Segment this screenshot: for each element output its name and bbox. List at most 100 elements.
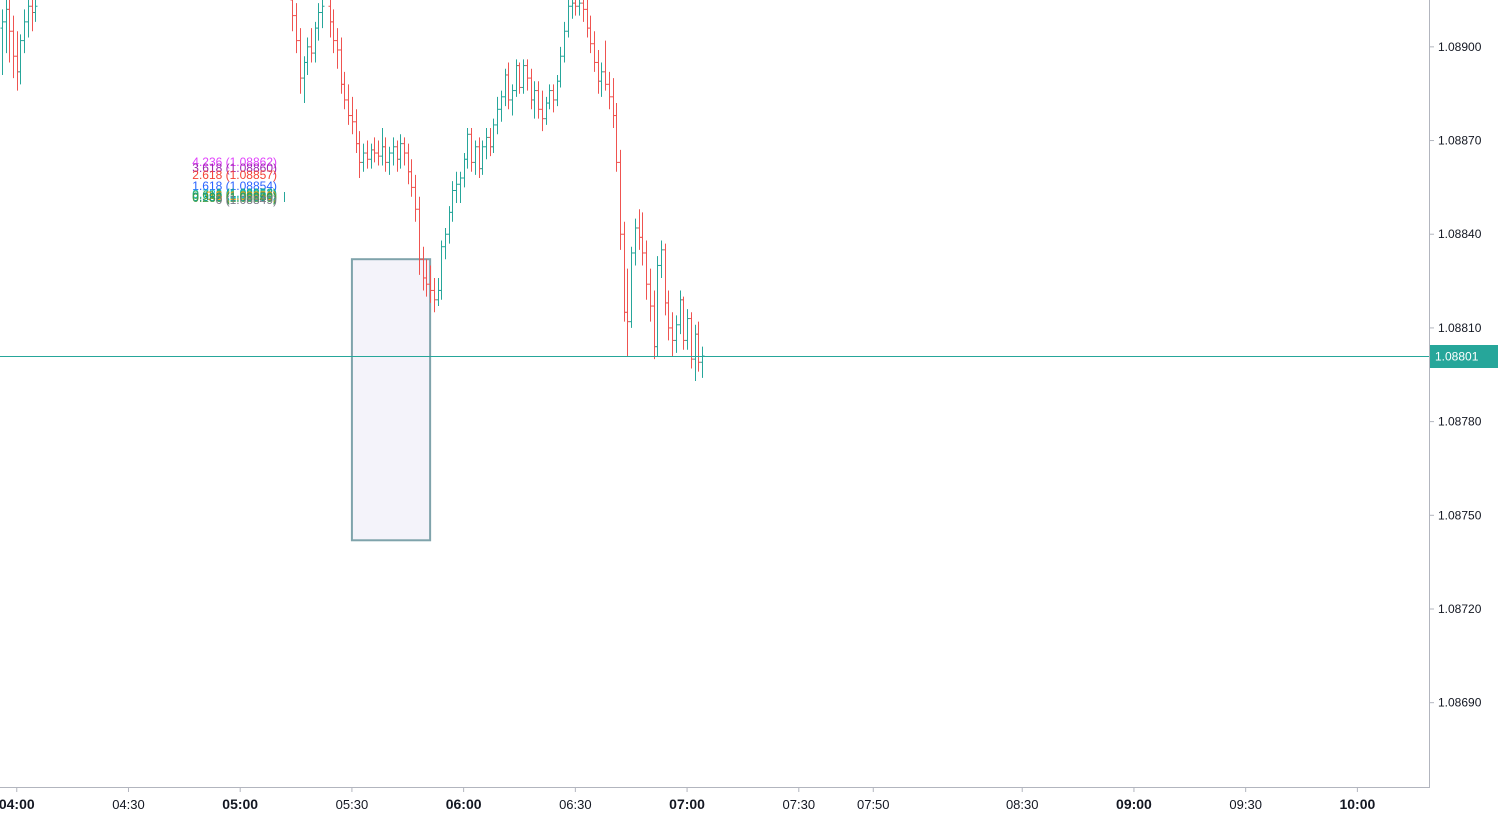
x-tick-label: 05:00 (222, 796, 258, 812)
ohlc-bar (618, 149, 623, 250)
y-tick-label: 1.08720 (1438, 602, 1482, 616)
ohlc-bar (696, 321, 701, 372)
ohlc-bar (644, 240, 649, 300)
current-price-label: 1.08801 (1435, 350, 1479, 364)
ohlc-bar (372, 137, 377, 163)
ohlc-bar (316, 3, 321, 41)
ohlc-bar (357, 131, 362, 179)
ohlc-bar (387, 146, 392, 175)
y-tick-label: 1.08780 (1438, 415, 1482, 429)
ohlc-bar (294, 3, 299, 54)
ohlc-bar (495, 96, 500, 135)
x-tick-label: 10:00 (1339, 796, 1375, 812)
ohlc-bar (540, 90, 545, 132)
ohlc-bar (506, 62, 511, 110)
ohlc-bar (413, 174, 418, 222)
ohlc-bar (603, 40, 608, 91)
y-tick-label: 1.08810 (1438, 321, 1482, 335)
ohlc-bar (320, 0, 325, 29)
ohlc-bar (383, 137, 388, 172)
ohlc-bar (432, 277, 437, 313)
x-tick-label: 06:00 (446, 796, 482, 812)
ohlc-bar (592, 31, 597, 72)
ohlc-bar (670, 312, 675, 357)
fib-labels: 4.236 (1.08862)3.618 (1.08860)2.618 (1.0… (192, 155, 285, 207)
ohlc-bar (566, 0, 571, 38)
ohlc-bar (655, 256, 660, 357)
ohlc-bar (454, 171, 459, 203)
fib-level-label: 0.382 (1.08850) (192, 190, 277, 204)
ohlc-bar (361, 143, 366, 172)
ohlc-bar (469, 128, 474, 172)
ohlc-bar (290, 0, 295, 32)
ohlc-bar (428, 265, 433, 303)
ohlc-bar (499, 90, 504, 122)
x-tick-label: 07:30 (783, 797, 816, 812)
ohlc-bar (417, 196, 422, 275)
ohlc-bar (33, 0, 38, 22)
x-tick-label: 05:30 (336, 797, 369, 812)
x-tick-label: 09:30 (1229, 797, 1262, 812)
x-tick-label: 04:30 (112, 797, 145, 812)
ohlc-bar (573, 0, 578, 16)
x-tick-label: 04:00 (0, 796, 35, 812)
ohlc-bar (562, 21, 567, 63)
ohlc-bar (607, 71, 612, 110)
ohlc-bar (581, 0, 586, 22)
ohlc-bar (346, 84, 351, 125)
y-tick-label: 1.08750 (1438, 508, 1482, 522)
ohlc-bar (633, 218, 638, 266)
ohlc-bar (305, 37, 310, 75)
x-tick-label: 07:50 (857, 797, 890, 812)
ohlc-bar (532, 81, 537, 119)
fib-level-label: 1 (1.08852) (216, 186, 277, 200)
ohlc-bar (547, 84, 552, 110)
fib-level-label: 2.618 (1.08857) (192, 168, 277, 182)
ohlc-bar (309, 28, 314, 63)
ohlc-bar (659, 240, 664, 278)
x-tick-label: 08:30 (1006, 797, 1039, 812)
candle-layer (0, 0, 705, 382)
ohlc-bar (614, 103, 619, 172)
ohlc-bar (536, 81, 541, 119)
fib-level-label: 0.786 (1.08851) (192, 187, 277, 201)
ohlc-bar (402, 137, 407, 166)
y-axis-labels: 1.08900 1.08870 1.08840 1.08810 1.08780 1.087… (1430, 40, 1482, 710)
ohlc-bar (648, 268, 653, 322)
ohlc-bar (11, 15, 16, 79)
ohlc-bar (517, 62, 522, 94)
fib-level-label: 3.618 (1.08860) (192, 161, 277, 175)
fib-level-label: 4.236 (1.08862) (192, 155, 277, 169)
ohlc-bar (450, 181, 455, 222)
ohlc-bar (22, 9, 27, 54)
ohlc-bar (685, 309, 690, 350)
ohlc-bar (424, 259, 429, 297)
ohlc-bar (666, 290, 671, 341)
ohlc-bar (376, 140, 381, 166)
ohlc-bar (599, 62, 604, 97)
ohlc-bar (577, 0, 582, 16)
ohlc-bar (588, 15, 593, 54)
x-tick-label: 06:30 (559, 797, 592, 812)
ohlc-bar (331, 9, 336, 54)
ohlc-bar (443, 227, 448, 260)
ohlc-bar (18, 34, 23, 85)
fib-level-label: 0.5 (1.08850) (206, 189, 277, 203)
ohlc-bar (26, 0, 31, 38)
ohlc-bar (625, 268, 630, 357)
ohlc-bar (473, 140, 478, 175)
current-price-badge (1430, 345, 1498, 368)
ohlc-bar (689, 312, 694, 369)
ohlc-bar (398, 134, 403, 169)
ohlc-bar (365, 140, 370, 169)
ohlc-bar (0, 9, 5, 75)
price-badge-group: 1.08801 (1430, 345, 1498, 368)
y-tick-label: 1.08690 (1438, 696, 1482, 710)
rectangle-drawing[interactable] (350, 258, 432, 542)
ohlc-bar (484, 128, 489, 160)
ohlc-bar (491, 118, 496, 154)
ohlc-bar (409, 159, 414, 197)
ohlc-bar (465, 128, 470, 169)
